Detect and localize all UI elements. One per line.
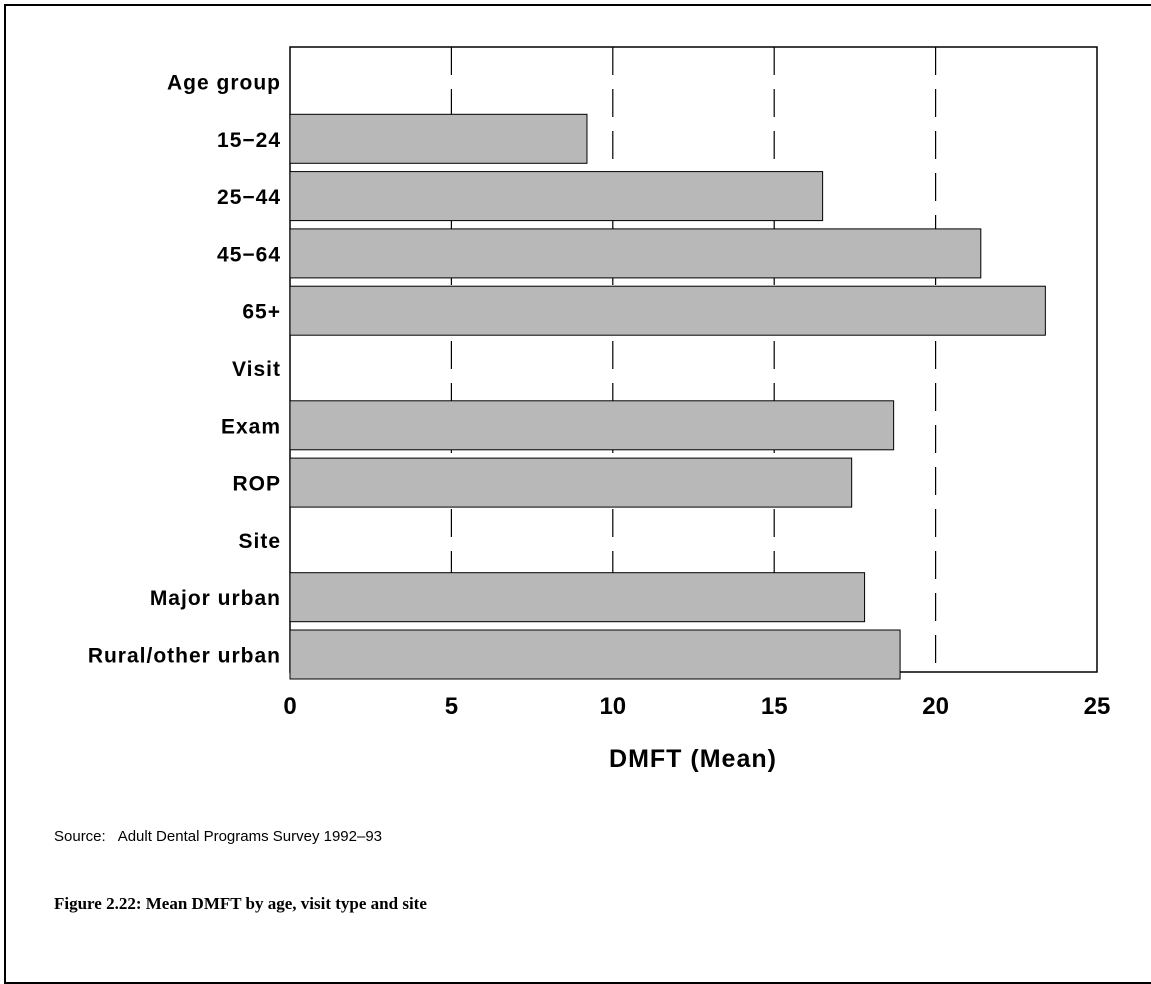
- bars: [289, 113, 1046, 680]
- category-label-25-44: 25−44: [217, 186, 281, 209]
- bar-25-44: [289, 171, 824, 222]
- category-label-rop: ROP: [232, 473, 281, 496]
- category-label-age-group: Age group: [167, 72, 281, 95]
- x-axis-title: DMFT (Mean): [609, 745, 777, 773]
- category-label-site: Site: [238, 530, 281, 553]
- category-label-exam: Exam: [221, 415, 281, 438]
- source-note: Source: Adult Dental Programs Survey 1992…: [54, 828, 382, 845]
- source-text: Adult Dental Programs Survey 1992–93: [117, 828, 383, 845]
- category-label-15-24: 15−24: [217, 129, 281, 152]
- x-tick-labels: 0 5 10 15 20 25: [283, 693, 1110, 720]
- category-label-rural-other-urban: Rural/other urban: [88, 645, 281, 668]
- bar-major-urban: [289, 572, 866, 623]
- x-tick-0: 0: [283, 693, 296, 720]
- category-label-45-64: 45−64: [217, 243, 281, 266]
- category-label-65-: 65+: [242, 301, 281, 324]
- category-label-major-urban: Major urban: [150, 587, 281, 610]
- figure-caption: Figure 2.22: Mean DMFT by age, visit typ…: [54, 894, 427, 913]
- category-labels: Age group 15−24 25−44 45−64 65+ Visit Exam ROP S…: [88, 72, 281, 668]
- bar-exam: [289, 400, 895, 451]
- x-tick-15: 15: [761, 693, 788, 720]
- x-tick-20: 20: [922, 693, 949, 720]
- bar-rop: [289, 457, 853, 508]
- bar-15-24: [289, 113, 588, 164]
- bar-chart: Age group 15−24 25−44 45−64 65+ Visit Exam ROP S…: [88, 46, 1110, 773]
- bar-rural-other-urban: [289, 629, 901, 680]
- x-tick-10: 10: [599, 693, 626, 720]
- x-tick-5: 5: [445, 693, 458, 720]
- bar-65-: [289, 285, 1046, 336]
- x-tick-25: 25: [1084, 693, 1111, 720]
- bar-45-64: [289, 228, 982, 279]
- source-label: Source:: [54, 828, 106, 845]
- category-label-visit: Visit: [232, 358, 281, 381]
